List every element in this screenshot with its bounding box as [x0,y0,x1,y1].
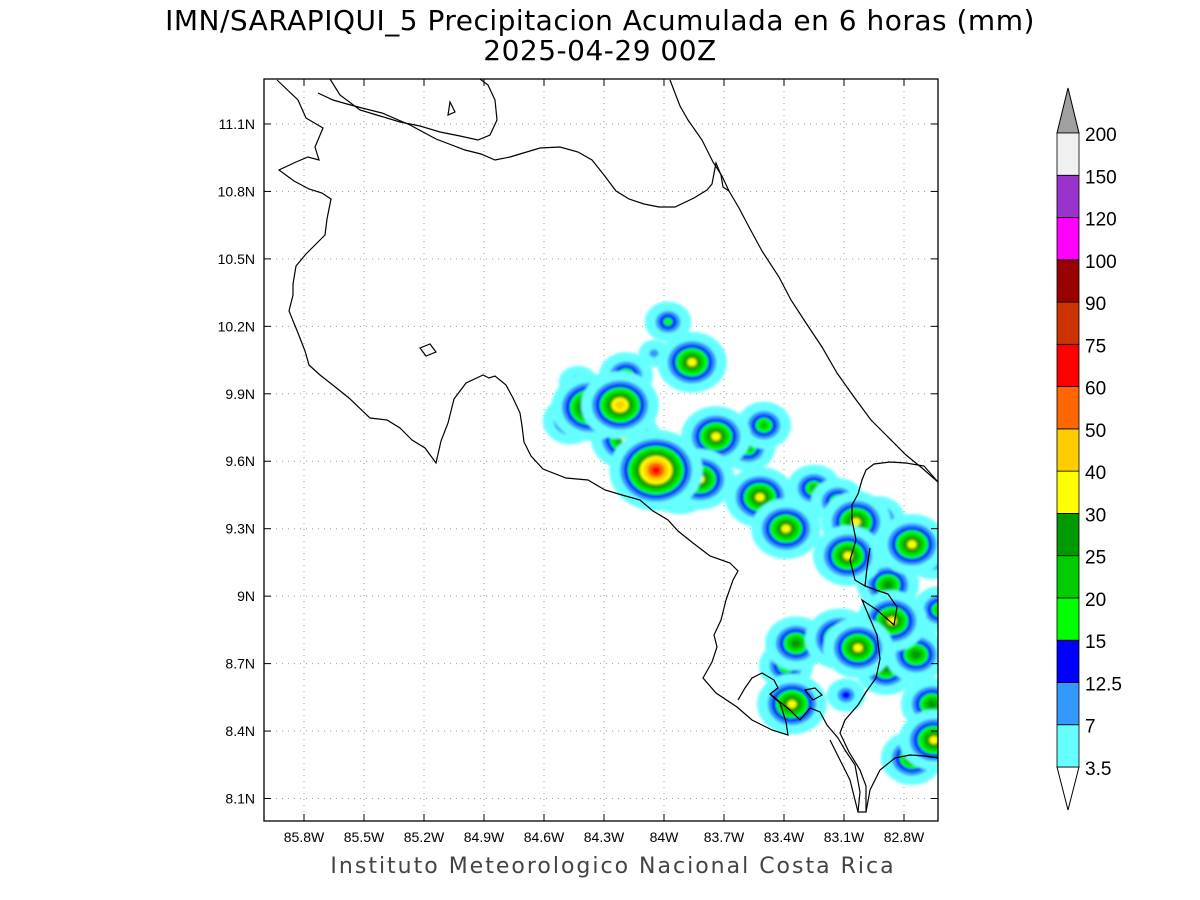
colorbar-label: 7 [1085,717,1096,738]
colorbar-swatch [1056,470,1080,514]
precip-cell [911,650,921,659]
colorbar-swatch [1056,428,1080,472]
colorbar-swatch [1056,132,1080,176]
lat-tick-label: 10.8N [218,183,255,199]
colorbar-label: 15 [1085,632,1106,653]
lat-tick-label: 9.9N [225,386,255,402]
precip-cell [663,317,673,326]
axis-ticks: 85.8W 85.5W 85.2W 84.9W 84.6W 84.3W 84W 83.7W 83… [218,79,938,845]
colorbar-swatch [1056,513,1080,557]
precip-cell [851,517,861,526]
colorbar-swatch [1056,217,1080,261]
lat-tick-label: 10.2N [218,318,255,334]
precip-cell [649,349,659,358]
precip-cell [935,606,938,614]
lat-tick-label: 11.1N [219,116,255,132]
precip-cell [929,736,938,745]
colorbar-swatch [1056,555,1080,599]
colorbar-label: 90 [1085,294,1106,315]
colorbar-label: 200 [1085,125,1117,146]
colorbar-label: 50 [1085,421,1106,442]
colorbar-swatch [1056,724,1080,768]
lon-tick-label: 85.2W [404,829,445,845]
lat-tick-label: 10.5N [218,251,255,267]
caribbean-coast [669,79,938,483]
panama-coast-south [865,754,938,813]
lon-tick-label: 84.9W [464,829,505,845]
precip-cell [781,524,791,533]
colorbar-label: 30 [1085,505,1106,526]
precip-cell [841,691,851,700]
lat-tick-label: 8.1N [225,791,255,807]
map-title: IMN/SARAPIQUI_5 Precipitacion Acumulada … [165,4,1035,37]
precip-cell [883,580,893,589]
precip-cell [787,700,797,709]
pacific-coast-nicoya [276,79,789,736]
precip-cell [755,493,765,502]
colorbar-label: 40 [1085,463,1106,484]
precip-cell [651,466,661,475]
colorbar-swatch [1056,259,1080,303]
nicaragua-border [317,92,730,208]
colorbar-label: 150 [1085,167,1117,188]
colorbar-label: 75 [1085,336,1106,357]
colorbar-label: 12.5 [1085,674,1122,695]
precip-cell [927,598,938,621]
colorbar-bottom-arrow [1056,766,1080,811]
lon-tick-label: 84.3W [584,829,625,845]
precip-cell [711,432,721,441]
precip-cell [791,639,801,648]
precip-cell [907,540,917,549]
colorbar-top-arrow [1056,87,1080,134]
colorbar-legend: 3.5 7 12.5 15 20 25 30 40 50 60 75 90 100 120 150 200 [1056,87,1122,811]
lon-tick-label: 82.8W [884,829,925,845]
precipitation-field [542,301,938,786]
lat-tick-label: 8.7N [225,656,255,672]
coastline-borders [276,79,938,813]
panama-border [849,461,938,587]
lat-tick-label: 9N [237,588,255,604]
plot-frame [263,78,939,822]
colorbar-swatch [1056,386,1080,430]
precip-cell [853,643,863,652]
osa-golfo-dulce [769,547,898,813]
colorbar-swatch [1056,343,1080,388]
lon-tick-label: 84W [650,829,680,845]
precip-cell [927,700,937,709]
lat-tick-label: 9.3N [225,521,255,537]
colorbar-label: 25 [1085,548,1106,569]
lon-tick-label: 85.8W [284,829,325,845]
gulf-islands-osa [803,687,823,701]
precip-cell [759,421,769,430]
isla-chira [419,343,437,357]
credit-footer: Instituto Meteorologico Nacional Costa R… [330,854,896,879]
colorbar-swatch [1056,301,1080,345]
colorbar-swatch [1056,639,1080,683]
lon-tick-label: 83.7W [704,829,745,845]
precip-cell [615,401,625,410]
precip-cell [687,358,697,367]
map-subtitle: 2025-04-29 00Z [483,34,717,67]
lon-tick-label: 83.1W [824,829,865,845]
lon-tick-label: 85.5W [344,829,385,845]
colorbar-label: 100 [1085,252,1117,273]
colorbar-swatch [1056,682,1080,726]
nicaragua-lake-shore [329,79,498,141]
colorbar-label: 60 [1085,379,1106,400]
small-island-north [447,100,456,116]
colorbar-label: 3.5 [1085,759,1111,780]
colorbar-swatch [1056,174,1080,218]
colorbar-swatch [1056,597,1080,641]
lon-tick-label: 83.4W [764,829,805,845]
precip-cell [931,602,938,617]
colorbar-label: 120 [1085,210,1117,231]
colorbar-label: 20 [1085,590,1106,611]
lat-tick-label: 8.4N [225,723,255,739]
lon-tick-label: 84.6W [524,829,565,845]
burica-point [829,739,859,813]
lat-tick-label: 9.6N [225,453,255,469]
precip-halo-group [542,301,938,786]
